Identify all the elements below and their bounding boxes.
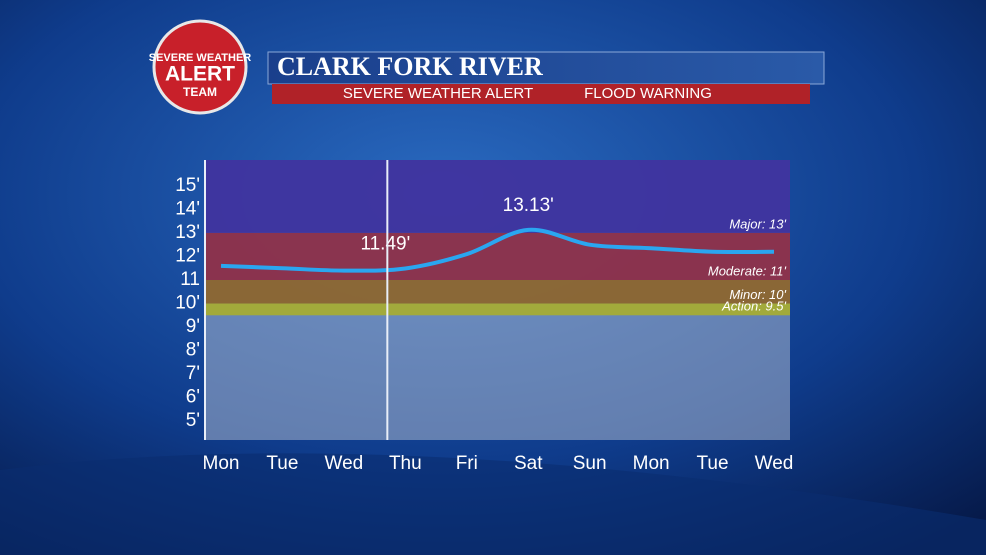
logo-middle: ALERT (165, 63, 235, 86)
x-tick-label: Sun (573, 453, 607, 474)
x-tick-label: Wed (755, 453, 794, 474)
y-tick-label: 13' (175, 222, 200, 243)
title-bar (267, 51, 825, 85)
y-tick-label: 6' (186, 387, 200, 408)
subtitle: SEVERE WEATHER ALERT (343, 85, 533, 102)
y-tick-label: 14' (175, 198, 200, 219)
x-tick-label: Wed (325, 453, 364, 474)
threshold-label: Minor: 10' (729, 287, 786, 302)
chart-title: CLARK FORK RIVER (277, 52, 543, 81)
value-label: 13.13' (503, 195, 554, 216)
swoosh (0, 453, 986, 555)
threshold-label: Moderate: 11' (708, 263, 787, 278)
series-line (220, 227, 775, 273)
x-tick-label: Sat (514, 453, 543, 474)
y-tick-label: 12' (175, 245, 200, 266)
threshold-band (205, 280, 790, 304)
x-tick-label: Tue (266, 453, 298, 474)
logo-top: SEVERE WEATHER (149, 52, 252, 64)
x-tick-label: Tue (697, 453, 729, 474)
threshold-label: Action: 9.5' (721, 299, 786, 314)
y-tick-label: 11 (180, 269, 200, 290)
value-label: 11.49' (360, 233, 410, 254)
threshold-band (205, 303, 790, 316)
logo-circle (152, 19, 248, 115)
x-tick-label: Fri (456, 453, 478, 474)
logo-bottom: TEAM (183, 85, 217, 99)
subtitle: FLOOD WARNING (584, 85, 712, 102)
y-tick-label: 8' (186, 340, 200, 361)
y-tick-label: 15' (175, 175, 200, 196)
y-tick-label: 10' (175, 293, 200, 314)
threshold-label: Major: 13' (729, 216, 786, 231)
band-top (205, 160, 790, 233)
subtitle-bar (272, 84, 810, 104)
y-tick-label: 7' (186, 363, 200, 384)
y-tick-label: 5' (186, 410, 200, 431)
y-tick-label: 9' (186, 316, 200, 337)
x-tick-label: Mon (203, 453, 240, 474)
x-tick-label: Thu (389, 453, 422, 474)
x-tick-label: Mon (633, 453, 670, 474)
